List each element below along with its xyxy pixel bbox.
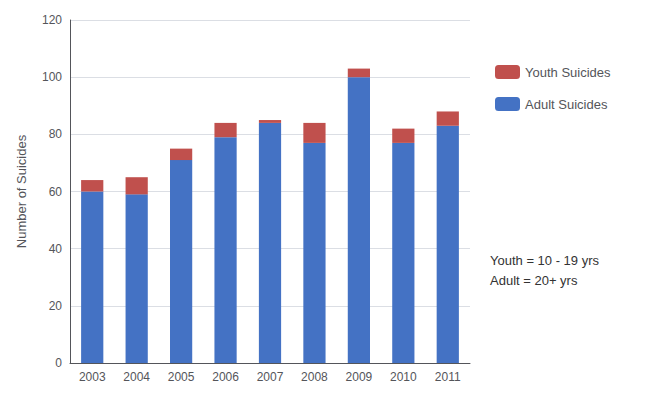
- svg-text:Adult Suicides: Adult Suicides: [525, 97, 608, 112]
- svg-text:Number of Suicides: Number of Suicides: [14, 134, 29, 248]
- svg-text:40: 40: [49, 242, 63, 256]
- svg-text:2006: 2006: [212, 370, 239, 384]
- svg-text:2004: 2004: [123, 370, 150, 384]
- svg-text:2011: 2011: [435, 370, 461, 384]
- svg-text:0: 0: [55, 356, 62, 370]
- svg-text:80: 80: [49, 127, 63, 141]
- svg-text:2007: 2007: [257, 370, 284, 384]
- svg-text:100: 100: [42, 70, 62, 84]
- svg-text:20: 20: [49, 299, 63, 313]
- svg-text:2009: 2009: [346, 370, 373, 384]
- svg-text:2003: 2003: [79, 370, 106, 384]
- svg-text:60: 60: [49, 185, 63, 199]
- svg-text:Adult = 20+ yrs: Adult = 20+ yrs: [490, 273, 578, 288]
- svg-text:2005: 2005: [168, 370, 195, 384]
- svg-text:Youth = 10 - 19 yrs: Youth = 10 - 19 yrs: [490, 253, 600, 268]
- svg-text:2008: 2008: [301, 370, 328, 384]
- svg-text:Youth Suicides: Youth Suicides: [525, 65, 611, 80]
- svg-text:2010: 2010: [390, 370, 417, 384]
- svg-text:120: 120: [42, 13, 62, 27]
